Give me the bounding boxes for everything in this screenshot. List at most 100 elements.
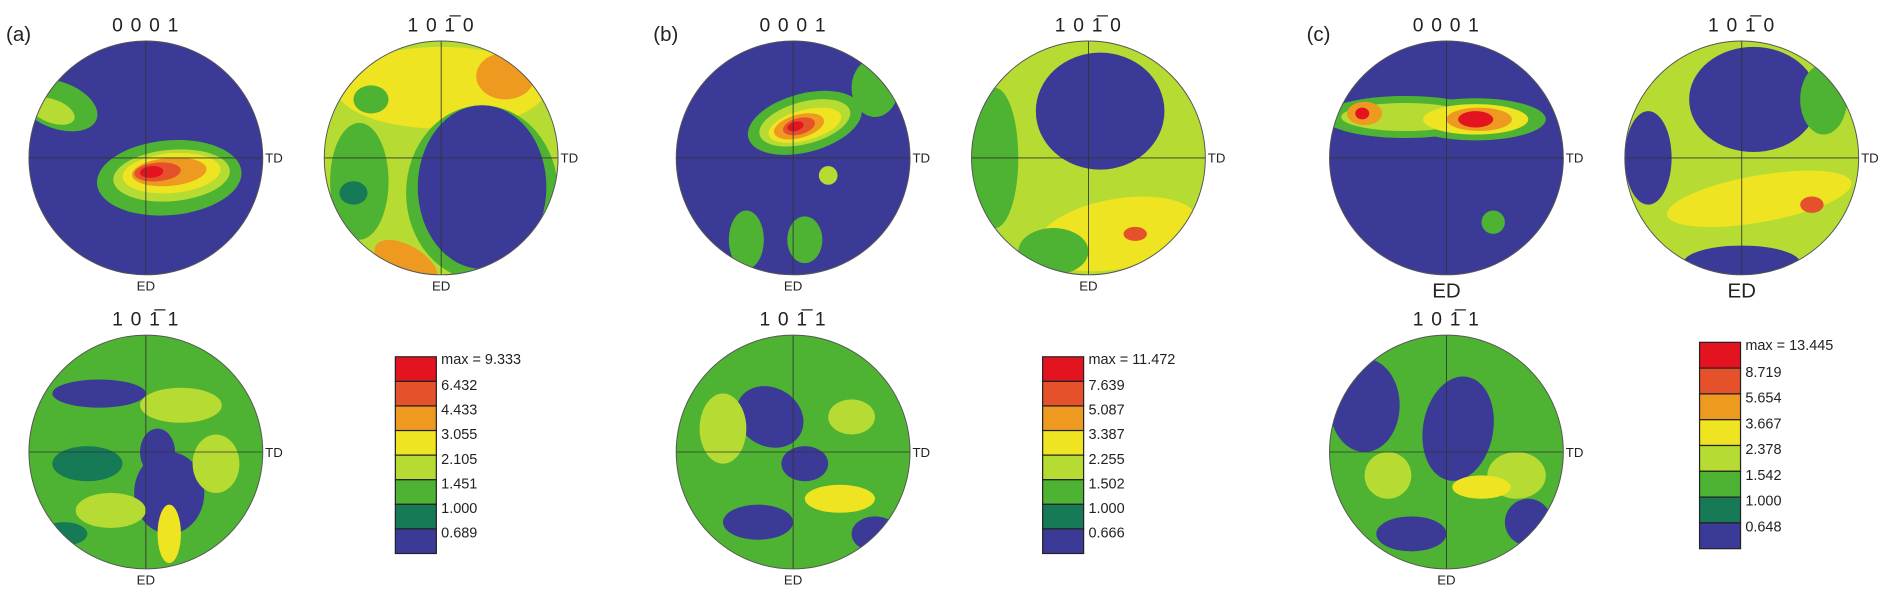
legend-level: 3.055 [441, 427, 477, 443]
outline [1624, 40, 1860, 276]
legend-level: 2.378 [1745, 442, 1781, 458]
legend-swatch [394, 479, 437, 505]
pole-figure-title: 1 0 1̅ 0 [407, 15, 474, 36]
outline [1329, 334, 1564, 570]
legend-swatch [1698, 393, 1742, 421]
td-label: TD [1566, 445, 1584, 460]
td-label: TD [560, 151, 578, 166]
legend-level: 2.255 [1088, 452, 1124, 468]
pole-figure [1329, 334, 1564, 570]
legend-swatch [1698, 444, 1742, 472]
contour-region [330, 122, 389, 240]
legend-swatch [1042, 405, 1085, 432]
legend-swatch [1042, 528, 1085, 555]
legend-level: 4.433 [441, 403, 477, 419]
pole-figure [28, 334, 264, 570]
outline [28, 334, 264, 570]
legend-level: 0.666 [1088, 526, 1124, 542]
contour-region [1376, 516, 1447, 552]
contour-region [1689, 46, 1818, 153]
ed-label: ED [784, 278, 802, 293]
ed-label: ED [1079, 278, 1097, 293]
legend-swatch [394, 356, 437, 382]
contour-region [1422, 376, 1494, 481]
contour-region [787, 121, 804, 132]
legend-swatch [394, 405, 437, 432]
contour-region [728, 210, 764, 269]
pole-figure-title: 1 0 1̅ 0 [1708, 15, 1775, 36]
legend-level: 1.000 [1088, 501, 1124, 517]
pole-figure [1624, 40, 1860, 276]
contour-region [353, 85, 389, 114]
outline [323, 40, 559, 276]
contour-region [828, 399, 875, 435]
pole-figure-title: 0 0 0 1 [759, 15, 826, 36]
contour-region [781, 446, 829, 482]
td-label: TD [1566, 151, 1584, 166]
td-label: TD [265, 151, 283, 166]
legend-swatch [1698, 341, 1742, 369]
contour-region [851, 58, 899, 117]
pole-figure-title: 0 0 0 1 [1413, 15, 1480, 36]
legend-max: max = 13.445 [1745, 338, 1833, 354]
ed-label: ED [137, 278, 155, 293]
td-label: TD [265, 445, 283, 460]
legend-level: 1.000 [441, 501, 477, 517]
legend-swatch [394, 429, 437, 456]
contour-region [722, 504, 794, 540]
td-label: TD [1861, 151, 1879, 166]
contour-region [1481, 210, 1505, 234]
contour-region [1504, 498, 1552, 546]
legend-max: max = 9.333 [441, 352, 521, 368]
pole-figure [675, 40, 911, 276]
contour-region [1452, 475, 1511, 499]
legend-swatch [1698, 470, 1742, 498]
pole-figure-title: 1 0 1̅ 0 [1055, 15, 1122, 36]
contour-region [1355, 107, 1370, 120]
contour-region [699, 393, 747, 464]
ed-label: ED [1437, 573, 1455, 588]
td-label: TD [912, 445, 930, 460]
contour-region [40, 522, 88, 546]
ed-label: ED [1432, 280, 1460, 303]
legend-swatch [1042, 429, 1085, 456]
contour-region [417, 105, 547, 269]
contour-region [804, 484, 875, 513]
legend-swatch [1698, 367, 1742, 395]
contour-region [1364, 452, 1412, 499]
pole-figure-title: 1 0 1̅ 1 [759, 309, 826, 330]
legend-level: 1.000 [1745, 494, 1781, 510]
contour-region [1667, 170, 1852, 228]
legend-swatch [394, 528, 437, 555]
legend-level: 6.432 [441, 378, 477, 394]
contour-region [192, 434, 240, 493]
legend-swatch [1698, 522, 1742, 550]
legend-level: 1.502 [1088, 476, 1124, 492]
legend-level: 2.105 [441, 452, 477, 468]
contour-region [1458, 111, 1494, 128]
ed-label: ED [784, 573, 802, 588]
outline [1329, 40, 1564, 276]
legend: max = 13.445 8.719 5.654 3.667 2.378 1.542 1.0… [1698, 338, 1833, 550]
legend: max = 9.333 6.432 4.433 3.055 2.105 1.451 1.00… [394, 352, 521, 555]
contour-map [1329, 40, 1564, 275]
legend-swatch [1042, 503, 1085, 530]
legend-swatch [394, 454, 437, 481]
contour-region [818, 166, 838, 185]
panel-label: (c) [1307, 23, 1331, 46]
legend-swatch [1042, 356, 1085, 382]
pole-figure-title: 1 0 1̅ 1 [1413, 309, 1480, 330]
legend-level: 8.719 [1745, 365, 1781, 381]
pole-figure-title: 0 0 0 1 [112, 15, 179, 36]
pole-figure [1329, 40, 1564, 276]
legend-swatch [1042, 380, 1085, 407]
pole-figure [28, 40, 264, 276]
contour-region [157, 504, 181, 564]
contour-region [52, 446, 123, 482]
outline [675, 334, 911, 570]
outline [675, 40, 911, 276]
td-label: TD [1208, 151, 1226, 166]
legend-swatch [1042, 479, 1085, 505]
legend-swatch [394, 380, 437, 407]
legend-level: 3.667 [1745, 416, 1781, 432]
